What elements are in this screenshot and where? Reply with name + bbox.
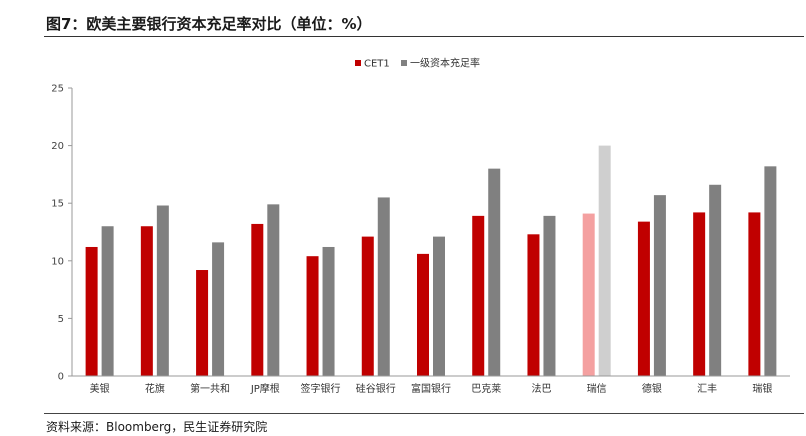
y-tick-label: 10: [51, 256, 64, 267]
bar-cet1-0: [85, 246, 98, 376]
bar-tier1-10: [653, 195, 666, 376]
x-category-label: 第一共和: [190, 382, 230, 395]
bars: [85, 145, 777, 376]
x-category-label: 法巴: [531, 382, 551, 395]
bar-tier1-11: [709, 184, 722, 376]
bar-cet1-10: [637, 221, 650, 376]
x-axis: 美银 花旗 第一共和 JP摩根 签字银行 硅谷银行 富国银行 巴克莱 法巴 瑞信 德银 汇丰 瑞银: [72, 375, 790, 395]
x-category-label: 德银: [642, 382, 662, 395]
bar-tier1-2: [212, 242, 225, 376]
bar-tier1-1: [156, 205, 169, 376]
footer-divider: [44, 413, 804, 414]
bar-tier1-3: [267, 204, 280, 376]
bar-chart: CET1 一级资本充足率 0 5 10 15 20 25 美银 花旗 第一共和 JP摩根 签字银行…: [51, 57, 790, 395]
x-category-label: 美银: [90, 382, 110, 395]
legend-label-cet1: CET1: [364, 59, 390, 70]
bar-tier1-7: [488, 168, 501, 376]
x-category-label: 花旗: [145, 382, 165, 395]
y-tick-label: 0: [58, 372, 64, 383]
x-category-label: 签字银行: [301, 382, 341, 395]
bar-tier1-6: [433, 236, 445, 376]
x-category-label: 富国银行: [411, 382, 451, 395]
y-tick-label: 25: [51, 84, 64, 95]
x-category-label: 瑞信: [587, 383, 607, 395]
bar-cet1-8: [527, 234, 540, 376]
legend-swatch-cet1: [355, 60, 361, 66]
bar-tier1-9: [598, 145, 611, 376]
x-category-label: 硅谷银行: [356, 382, 396, 395]
x-category-label: 巴克莱: [471, 383, 501, 395]
x-category-label: JP摩根: [250, 382, 280, 395]
bar-tier1-0: [101, 226, 114, 376]
x-category-label: 瑞银: [752, 382, 772, 395]
title-divider: [44, 36, 804, 37]
bar-cet1-5: [361, 236, 374, 376]
bar-cet1-9: [582, 213, 595, 376]
bar-cet1-11: [693, 212, 706, 376]
bar-cet1-3: [251, 223, 264, 376]
bar-cet1-6: [417, 253, 429, 376]
legend-swatch-tier1: [401, 60, 407, 66]
legend-label-tier1: 一级资本充足率: [410, 57, 480, 70]
y-tick-label: 15: [51, 199, 64, 210]
bar-cet1-7: [472, 215, 485, 376]
bar-cet1-12: [748, 212, 761, 376]
bar-cet1-1: [140, 226, 153, 376]
bar-cet1-4: [306, 256, 319, 376]
bar-tier1-4: [322, 246, 335, 376]
legend: CET1 一级资本充足率: [355, 57, 480, 70]
y-tick-label: 5: [58, 314, 64, 325]
source-note: 资料来源：Bloomberg，民生证券研究院: [46, 420, 268, 434]
x-category-label: 汇丰: [697, 382, 717, 395]
chart-title: 图7：欧美主要银行资本充足率对比（单位：%）: [46, 15, 372, 33]
bar-cet1-2: [196, 270, 209, 376]
bar-tier1-8: [543, 215, 556, 376]
bar-tier1-5: [377, 197, 390, 376]
y-axis: 0 5 10 15 20 25: [51, 84, 73, 383]
bar-tier1-12: [764, 166, 777, 376]
y-tick-label: 20: [51, 141, 64, 152]
